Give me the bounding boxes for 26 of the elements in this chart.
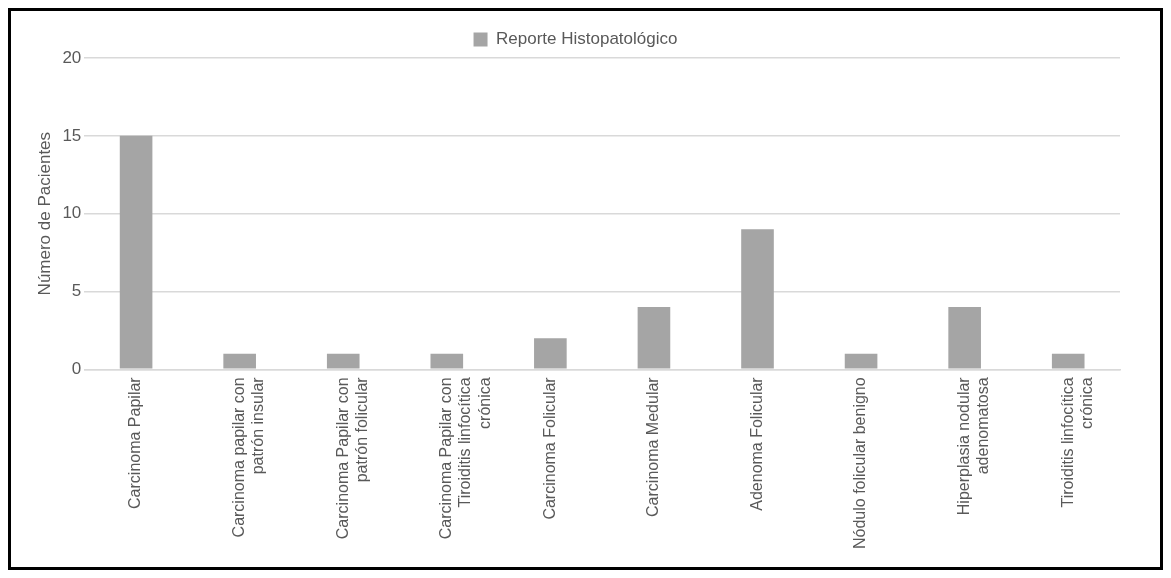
x-tick-label: Carcinoma Papilar [126,376,144,509]
bar [430,353,464,369]
y-tick-label: 15 [62,125,82,145]
x-tick-label: Nódulo folicular benigno [851,377,869,549]
x-tick-label: Hiperplasia nodular adenomatosa [955,376,992,516]
y-tick-label: 5 [71,281,82,301]
bar [119,135,153,369]
y-axis-title: Número de Pacientes [34,131,54,296]
x-tick-label: Carcinoma Folicular [540,376,558,520]
bar [223,353,256,369]
bar [1051,353,1085,369]
x-tick-label: Tiroiditis linfocítica crónica [1058,377,1095,508]
x-tick-label: Carcinoma Papilar con Tiroiditis linfocítica crónica [437,377,493,540]
y-tick-label: 10 [62,203,82,223]
y-tick-label: 0 [71,359,82,379]
x-tick-label: Adenoma Folicular [747,376,765,511]
x-tick-label: Carcinoma Medular [644,376,662,517]
bar [637,307,671,369]
bar [326,353,360,369]
y-tick-label: 20 [62,47,82,67]
x-tick-label: Carcinoma papilar con patrón insular [230,376,267,538]
bar [534,338,567,369]
legend-label: Reporte Histopatológico [496,29,678,49]
bar [741,229,774,369]
bar [948,307,981,369]
bar [844,353,878,369]
